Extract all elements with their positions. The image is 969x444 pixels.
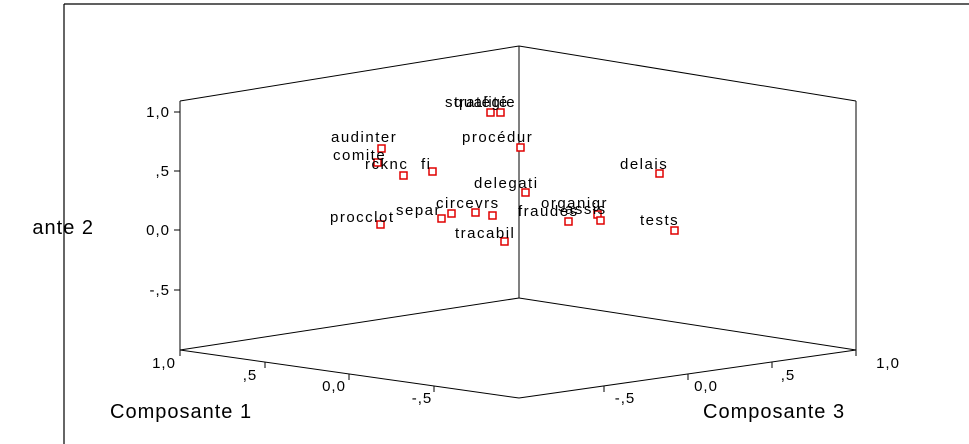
marker-rcknc bbox=[399, 171, 408, 180]
tick-label-c1-2: 0,0 bbox=[322, 378, 346, 395]
marker-strategie bbox=[486, 108, 495, 117]
marker-delais bbox=[655, 169, 664, 178]
tick-label-c3-3: -,5 bbox=[615, 390, 636, 407]
tick-label-c2-2: 0,0 bbox=[146, 222, 170, 239]
point-label-qualite: qualité bbox=[454, 94, 509, 111]
back-top-right-edge bbox=[518, 45, 857, 102]
tick-label-c3-2: 0,0 bbox=[694, 378, 718, 395]
point-label-organigr: organigr bbox=[541, 195, 608, 212]
marker-circevrs bbox=[471, 208, 480, 217]
marker-procedur bbox=[516, 143, 525, 152]
point-label-procclot: procclot bbox=[330, 209, 395, 226]
axis-title-composante2: ante 2 bbox=[32, 217, 94, 239]
back-top-left-edge bbox=[179, 45, 520, 102]
axis-composante1-ticks: 1,0 ,5 0,0 -,5 bbox=[152, 350, 435, 407]
axis-composante3-ticks: -,5 0,0 ,5 1,0 bbox=[603, 350, 900, 407]
marker-procclot-2 bbox=[437, 214, 446, 223]
axis-title-composante3: Composante 3 bbox=[703, 401, 845, 423]
point-label-delegati: delegati bbox=[474, 175, 539, 192]
marker-fi bbox=[428, 167, 437, 176]
tick-label-c3-0: 1,0 bbox=[876, 355, 900, 372]
marker-audinter bbox=[377, 144, 386, 153]
point-label-tests: tests bbox=[640, 212, 679, 229]
point-label-separ: separ bbox=[396, 202, 441, 219]
point-label-delais: delais bbox=[620, 156, 668, 173]
data-labels: stratégie qualité audinter procédur comi… bbox=[330, 94, 679, 242]
marker-separ bbox=[447, 209, 456, 218]
tick-label-c2-1: ,5 bbox=[155, 163, 170, 180]
point-label-procedur: procédur bbox=[462, 129, 533, 146]
tick-label-c2-3: -,5 bbox=[149, 282, 170, 299]
marker-tracabil bbox=[500, 237, 509, 246]
tick-label-c1-1: ,5 bbox=[243, 367, 258, 384]
marker-fraudes bbox=[488, 211, 497, 220]
point-label-assis: assis bbox=[565, 201, 607, 218]
floor-back-left-edge bbox=[179, 297, 520, 351]
point-label-circevrs: circevrs bbox=[436, 195, 500, 212]
marker-qualite bbox=[496, 108, 505, 117]
marker-comite bbox=[373, 158, 382, 167]
tick-label-c1-0: 1,0 bbox=[152, 355, 176, 372]
data-markers bbox=[373, 108, 679, 246]
floor-back-right-edge bbox=[518, 297, 857, 351]
marker-assis bbox=[564, 217, 573, 226]
point-label-tracabil: tracabil bbox=[455, 225, 515, 242]
tick-label-c2-0: 1,0 bbox=[146, 104, 170, 121]
tick-label-c3-1: ,5 bbox=[781, 367, 796, 384]
marker-tests bbox=[670, 226, 679, 235]
tick-label-c1-3: -,5 bbox=[412, 390, 433, 407]
point-label-audinter: audinter bbox=[331, 129, 397, 146]
axis-composante2-ticks: 1,0 ,5 0,0 -,5 bbox=[146, 104, 180, 299]
marker-assis-2 bbox=[596, 216, 605, 225]
chart-frame bbox=[63, 3, 969, 444]
point-label-strategie: stratégie bbox=[445, 94, 516, 111]
marker-delegati bbox=[521, 188, 530, 197]
point-label-fi: fi bbox=[421, 156, 432, 173]
axis-title-composante1: Composante 1 bbox=[110, 401, 252, 423]
point-label-rcknc: rcknc bbox=[365, 156, 408, 173]
marker-procclot bbox=[376, 220, 385, 229]
point-label-fraudes: fraudes bbox=[518, 203, 579, 220]
cube-box bbox=[179, 45, 857, 399]
point-label-comite: comite bbox=[333, 147, 386, 164]
